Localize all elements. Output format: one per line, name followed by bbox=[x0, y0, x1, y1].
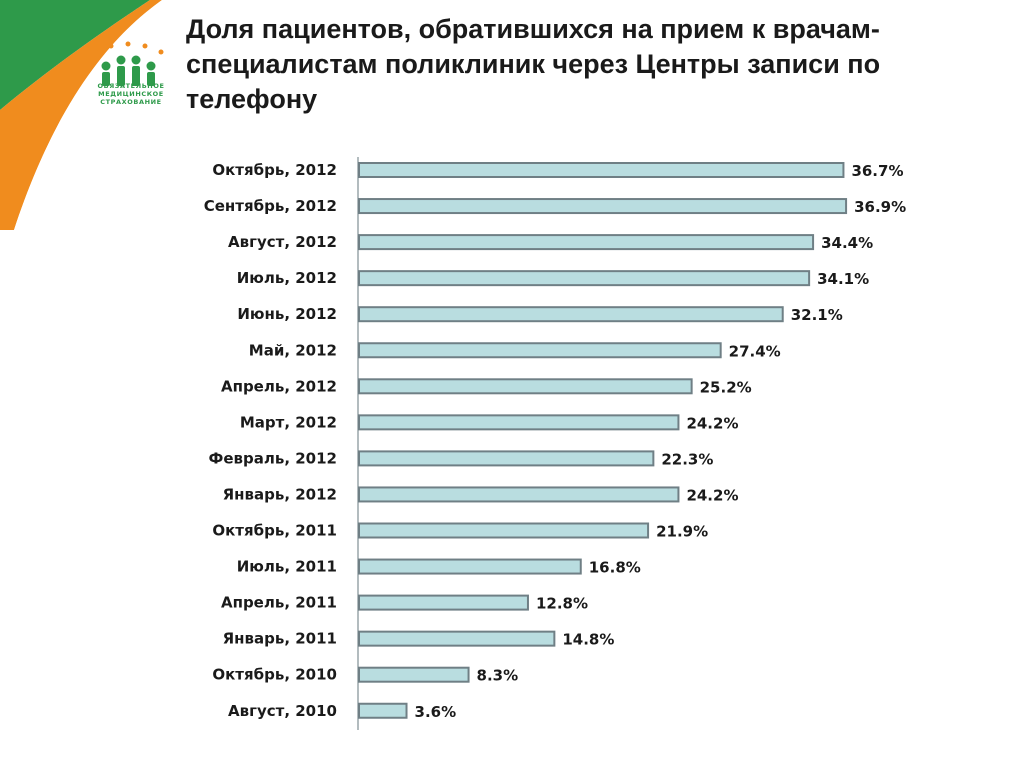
category-label: Октябрь, 2010 bbox=[212, 666, 337, 684]
bar bbox=[358, 414, 680, 431]
category-label: Апрель, 2011 bbox=[221, 594, 337, 612]
bar bbox=[358, 198, 848, 215]
category-label: Сентябрь, 2012 bbox=[204, 197, 337, 215]
data-label: 24.2% bbox=[686, 414, 738, 432]
category-label: Июль, 2011 bbox=[237, 558, 337, 576]
bar bbox=[358, 342, 722, 359]
data-label: 32.1% bbox=[791, 306, 843, 324]
logo-line-3: СТРАХОВАНИЕ bbox=[100, 98, 162, 106]
category-label: Июнь, 2012 bbox=[237, 305, 337, 323]
category-label: Октябрь, 2012 bbox=[212, 161, 337, 179]
bar bbox=[358, 522, 650, 539]
bar bbox=[358, 234, 815, 251]
category-label: Октябрь, 2011 bbox=[212, 522, 337, 540]
data-label: 22.3% bbox=[661, 450, 713, 468]
bar bbox=[358, 270, 811, 287]
bar bbox=[358, 594, 529, 611]
category-label: Июль, 2012 bbox=[237, 269, 337, 287]
data-label: 12.8% bbox=[536, 595, 588, 613]
bar bbox=[358, 378, 693, 395]
green-swoosh bbox=[0, 0, 150, 110]
bar bbox=[358, 162, 845, 178]
data-label: 14.8% bbox=[562, 631, 614, 649]
logo-line-2: МЕДИЦИНСКОЕ bbox=[98, 90, 164, 98]
data-label: 24.2% bbox=[686, 486, 738, 504]
category-label: Январь, 2011 bbox=[223, 630, 337, 648]
data-label: 27.4% bbox=[729, 342, 781, 360]
category-label: Май, 2012 bbox=[249, 341, 337, 359]
bar bbox=[358, 306, 784, 323]
bar bbox=[358, 630, 556, 647]
data-label: 8.3% bbox=[477, 667, 519, 685]
bar bbox=[358, 450, 655, 467]
data-label: 16.8% bbox=[589, 559, 641, 577]
bar bbox=[358, 702, 408, 719]
bar bbox=[358, 486, 680, 503]
bar bbox=[358, 558, 582, 575]
category-label: Август, 2010 bbox=[228, 702, 337, 720]
bar bbox=[358, 666, 470, 683]
category-label: Февраль, 2012 bbox=[208, 449, 337, 467]
orange-swoosh bbox=[0, 0, 162, 230]
logo-text: ОБЯЗАТЕЛЬНОЕ МЕДИЦИНСКОЕ СТРАХОВАНИЕ bbox=[82, 82, 180, 106]
logo-line-1: ОБЯЗАТЕЛЬНОЕ bbox=[97, 82, 165, 90]
data-label: 34.4% bbox=[821, 234, 873, 252]
category-label: Январь, 2012 bbox=[223, 485, 337, 503]
data-label: 21.9% bbox=[656, 523, 708, 541]
corner-decoration bbox=[0, 0, 180, 230]
data-label: 34.1% bbox=[817, 270, 869, 288]
category-label: Август, 2012 bbox=[228, 233, 337, 251]
data-label: 36.7% bbox=[851, 162, 903, 180]
oms-logo-icon bbox=[93, 41, 164, 86]
category-label: Апрель, 2012 bbox=[221, 377, 337, 395]
data-label: 3.6% bbox=[415, 703, 457, 721]
data-label: 25.2% bbox=[700, 378, 752, 396]
data-label: 36.9% bbox=[854, 198, 906, 216]
chart-title: Доля пациентов, обратившихся на прием к … bbox=[186, 14, 881, 114]
category-label: Март, 2012 bbox=[240, 413, 337, 431]
